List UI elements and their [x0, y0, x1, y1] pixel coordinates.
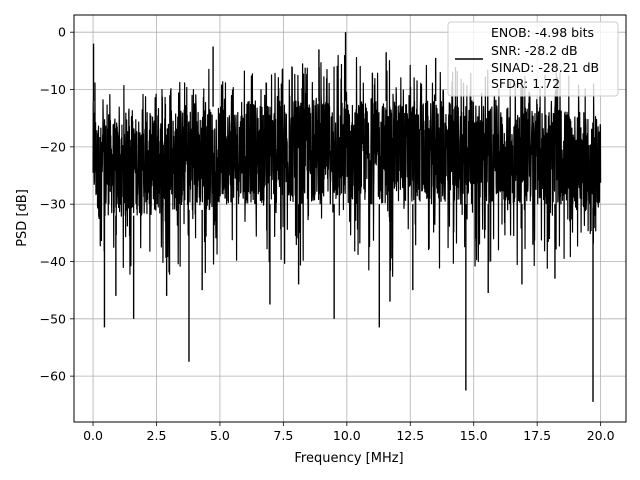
- x-tick-label: 10.0: [333, 428, 361, 443]
- x-tick-label: 17.5: [523, 428, 551, 443]
- y-tick-label: −10: [40, 82, 66, 97]
- legend-entry-sinad: SINAD: -28.21 dB: [491, 60, 599, 75]
- legend-entry-enob: ENOB: -4.98 bits: [491, 25, 594, 40]
- legend-box: [447, 21, 619, 97]
- x-tick-label: 2.5: [147, 428, 167, 443]
- x-axis-label: Frequency [MHz]: [294, 451, 403, 466]
- y-tick-label: −30: [40, 197, 66, 212]
- psd-trace: [92, 54, 602, 277]
- psd-plot-area: [92, 32, 602, 402]
- x-tick-label: 20.0: [587, 428, 615, 443]
- y-axis-label: PSD [dB]: [15, 189, 30, 247]
- x-axis-ticks: 0.0 2.5 5.0 7.5 10.0 12.5 15.0 17.5 20.0: [83, 422, 615, 443]
- x-tick-label: 7.5: [273, 428, 293, 443]
- legend-entry-snr: SNR: -28.2 dB: [491, 43, 578, 58]
- y-tick-label: 0: [58, 25, 66, 40]
- y-tick-label: −20: [40, 139, 66, 154]
- y-tick-label: −50: [40, 311, 66, 326]
- y-tick-label: −40: [40, 254, 66, 269]
- x-tick-label: 5.0: [210, 428, 230, 443]
- axes-frame: [73, 14, 627, 423]
- x-tick-label: 15.0: [460, 428, 488, 443]
- y-tick-label: −60: [40, 369, 66, 384]
- x-tick-label: 12.5: [396, 428, 424, 443]
- legend: ENOB: -4.98 bits SNR: -28.2 dB SINAD: -2…: [447, 21, 619, 97]
- legend-entry-sfdr: SFDR: 1.72: [491, 76, 560, 91]
- x-tick-label: 0.0: [83, 428, 103, 443]
- y-axis-ticks: 0 −10 −20 −30 −40 −50 −60: [40, 25, 74, 384]
